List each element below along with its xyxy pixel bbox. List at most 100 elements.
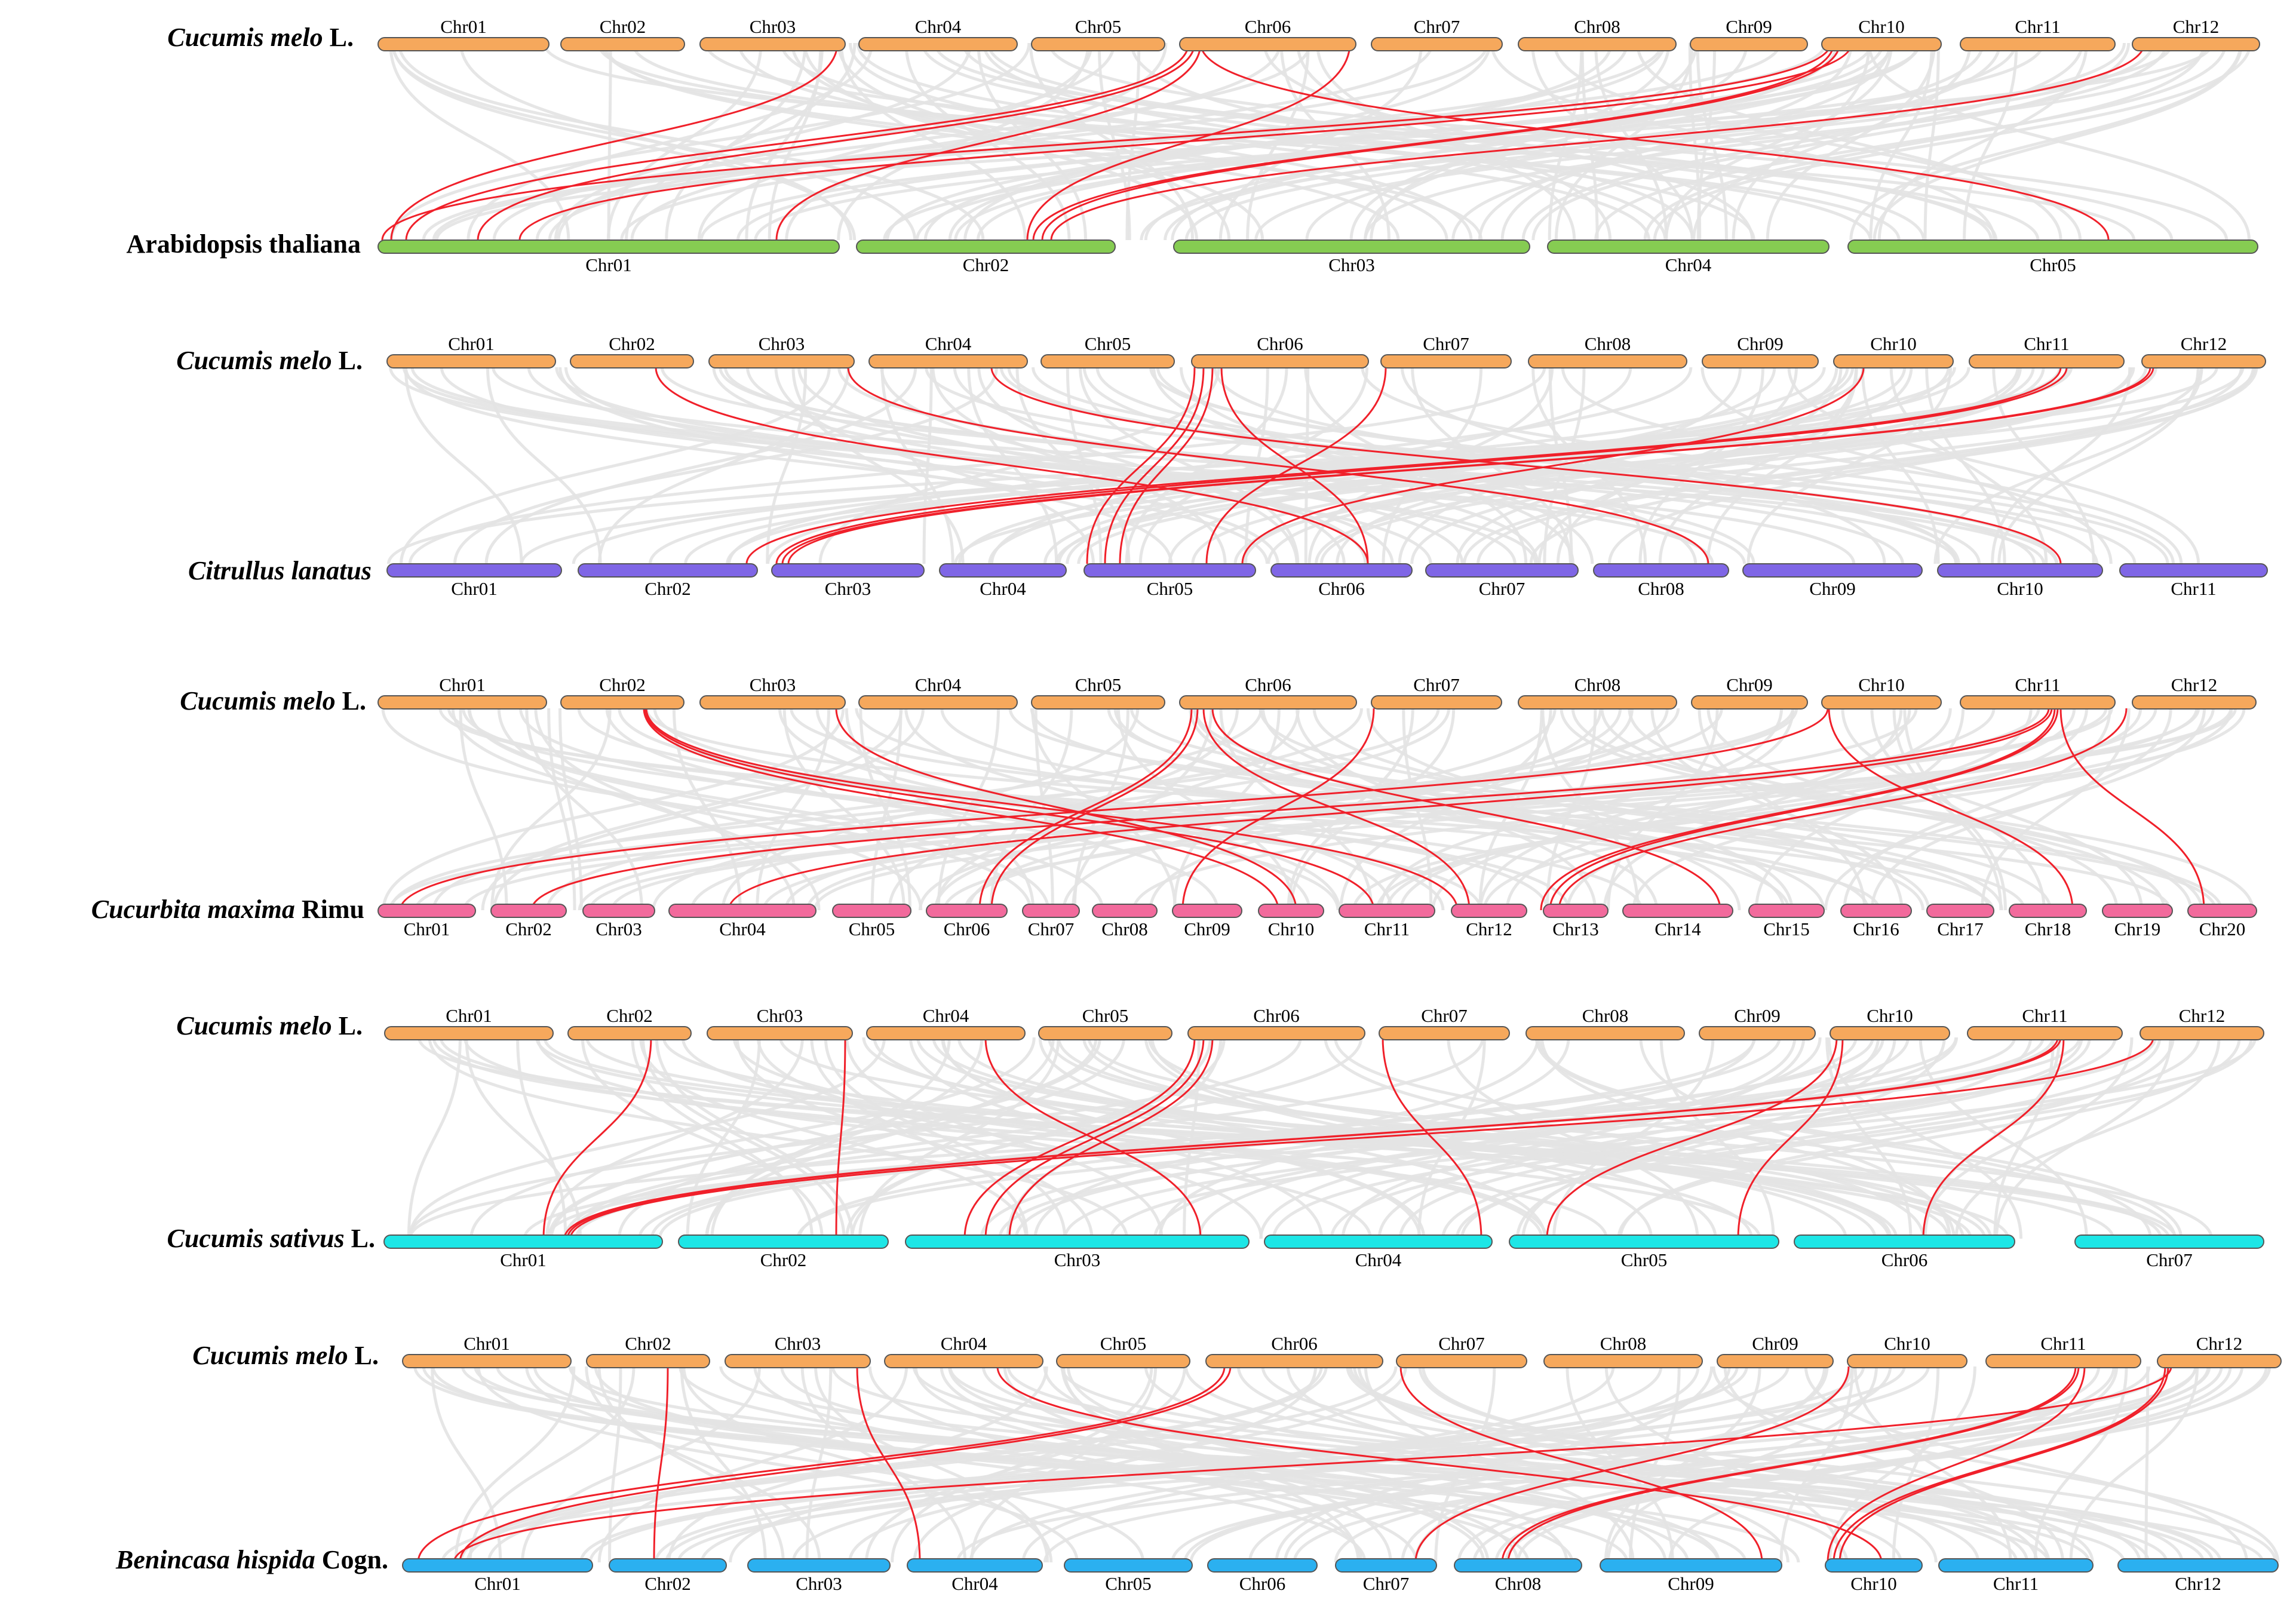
background-link [1171,42,1838,241]
background-link [1543,367,1586,564]
background-link [1531,42,1694,241]
syntenic-link [566,1037,2062,1239]
chromosome-bar [747,1558,891,1573]
chromosome-bar [1379,1026,1510,1040]
background-link [934,42,2174,241]
chromosome-bar [1173,239,1530,254]
chromosome-bar [1622,904,1733,918]
background-link [381,708,1032,911]
background-link [870,708,903,911]
background-link [597,1366,908,1563]
chromosome-bar [560,37,685,51]
species-italic-part: Cucumis melo [192,1341,348,1370]
panel-4-top-species-label: Cucumis melo L. [176,1011,363,1040]
chromosome-bar [2132,37,2260,51]
chromosome-bar [1339,904,1435,918]
background-link [1659,1037,1775,1239]
background-link [1636,42,2062,241]
chromosome-bar [1258,904,1324,918]
chromosome-label: Chr02 [606,1005,653,1026]
background-link [1619,1037,2175,1239]
background-link [1608,367,2203,564]
background-link [791,367,965,564]
syntenic-link [1828,708,2074,911]
syntenic-link [984,1037,1205,1239]
chromosome-label: Chr02 [963,254,1009,275]
syntenic-link [775,367,2068,564]
chromosome-bar [1454,1558,1582,1573]
chromosome-label: Chr07 [2146,1249,2193,1270]
chromosome-bar [1985,1354,2141,1368]
chromosome-bar [377,37,550,51]
syntenic-link [1414,1366,1850,1563]
syntenic-link [405,42,1190,241]
chromosome-bar [1821,37,1942,51]
chromosome-label: Chr10 [1858,16,1905,37]
background-link [1698,708,1867,911]
background-link [1478,42,1892,241]
chromosome-label: Chr04 [980,578,1026,599]
panel-1: Cucumis melo L. Chr01 Chr02 Chr03 Chr04 Chr0… [127,16,2260,275]
chromosome-bar [1691,695,1808,710]
syntenic-link [996,1366,1883,1563]
chromosome-bar [858,695,1018,710]
chromosome-bar [1960,695,2116,710]
background-link [1062,708,1603,911]
background-link [1516,1037,1946,1239]
panel-1-bottom-species-label: Arabidopsis thaliana [127,229,361,259]
background-link [1548,42,1583,241]
panel-5-bottom-chromosomes: Chr01 Chr02 Chr03 Chr04 Chr05 Chr06 Chr07 Chr08… [402,1558,2279,1594]
chromosome-label: Chr11 [2040,1333,2086,1354]
chromosome-label: Chr16 [1853,919,1899,939]
background-link [1324,1037,1925,1239]
background-link [525,708,643,911]
chromosome-label: Chr01 [585,254,632,275]
chromosome-label: Chr12 [2196,1333,2243,1354]
background-link [1561,367,2183,564]
background-link [886,42,1666,241]
chromosome-label: Chr07 [1438,1333,1485,1354]
chromosome-label: Chr05 [1085,333,1131,354]
chromosome-label: Chr09 [1752,1333,1798,1354]
chromosome-bar [1960,37,2116,51]
background-link [408,367,1546,564]
chromosome-label: Chr01 [451,578,498,599]
chromosome-label: Chr02 [609,333,655,354]
chromosome-label: Chr10 [1884,1333,1930,1354]
background-link [1140,42,2126,241]
background-link [1594,42,2227,241]
background-link [607,42,612,241]
chromosome-label: Chr02 [505,919,552,939]
panel-4-bottom-chromosomes: Chr01 Chr02 Chr03 Chr04 Chr05 Chr06 Chr07 [383,1235,2264,1270]
background-link [558,367,1173,564]
syntenic-link [847,367,1709,564]
background-link [1339,708,1552,911]
chromosome-bar [582,904,655,918]
chromosome-label: Chr03 [825,578,871,599]
chromosome-label: Chr10 [1870,333,1917,354]
panel-3-syntenic-links [399,708,2205,911]
background-link [1853,1366,2012,1563]
syntenic-link [1008,1037,1214,1239]
background-link [1516,1366,2244,1563]
background-link [459,1366,1323,1563]
chromosome-label: Chr01 [500,1249,547,1270]
syntenic-link [530,708,2050,911]
background-link [1066,367,1103,564]
background-link [400,367,831,564]
panel-2-syntenic-links [655,367,2154,564]
chromosome-bar [1179,37,1356,51]
background-link [422,1366,1800,1563]
chromosome-bar [570,354,694,368]
chromosome-bar [1547,239,1830,254]
chromosome-bar [1528,354,1687,368]
background-link [1060,1366,2214,1563]
background-link [413,1366,1747,1563]
chromosome-bar [905,1235,1250,1249]
chromosome-bar [926,904,1008,918]
background-link [780,1366,1690,1563]
chromosome-label: Chr10 [1850,1573,1897,1594]
background-link [1824,708,2206,911]
syntenic-link [417,1366,1226,1563]
background-link [404,367,1269,564]
